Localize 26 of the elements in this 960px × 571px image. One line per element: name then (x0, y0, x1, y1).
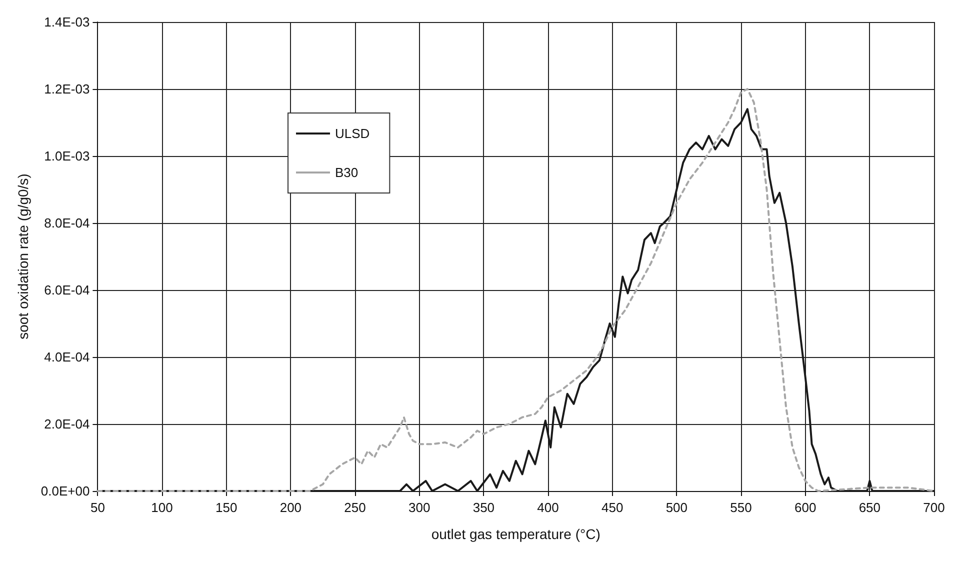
y-axis-title: soot oxidation rate (g/g0/s) (15, 174, 31, 340)
x-tick-label: 350 (472, 500, 495, 515)
x-tick-label: 550 (730, 500, 752, 515)
y-tick-label: 6.0E-04 (44, 282, 90, 298)
y-tick-label: 2.0E-04 (44, 416, 90, 432)
legend-label: ULSD (335, 126, 370, 141)
x-tick-label: 650 (858, 500, 881, 515)
legend-label: B30 (335, 165, 358, 180)
x-tick-label: 50 (90, 500, 105, 515)
y-tick-label: 8.0E-04 (44, 216, 90, 230)
x-tick-label: 600 (794, 500, 816, 515)
x-tick-label: 400 (537, 500, 559, 515)
x-tick-label: 200 (280, 500, 302, 515)
x-axis-title: outlet gas temperature (°C) (431, 526, 600, 542)
y-tick-label: 1.2E-03 (44, 82, 90, 96)
x-tick-label: 450 (601, 500, 624, 515)
x-tick-label: 150 (216, 500, 238, 515)
y-tick-label: 1.0E-03 (44, 148, 90, 164)
x-tick-label: 100 (151, 500, 173, 515)
x-tick-label: 250 (344, 500, 366, 515)
y-tick-label: 1.4E-03 (44, 14, 90, 30)
x-tick-label: 500 (666, 500, 688, 515)
x-tick-label: 300 (408, 500, 430, 515)
y-tick-label: 0.0E+00 (40, 484, 90, 498)
x-tick-label: 700 (923, 500, 945, 515)
y-tick-label: 4.0E-04 (44, 350, 90, 364)
